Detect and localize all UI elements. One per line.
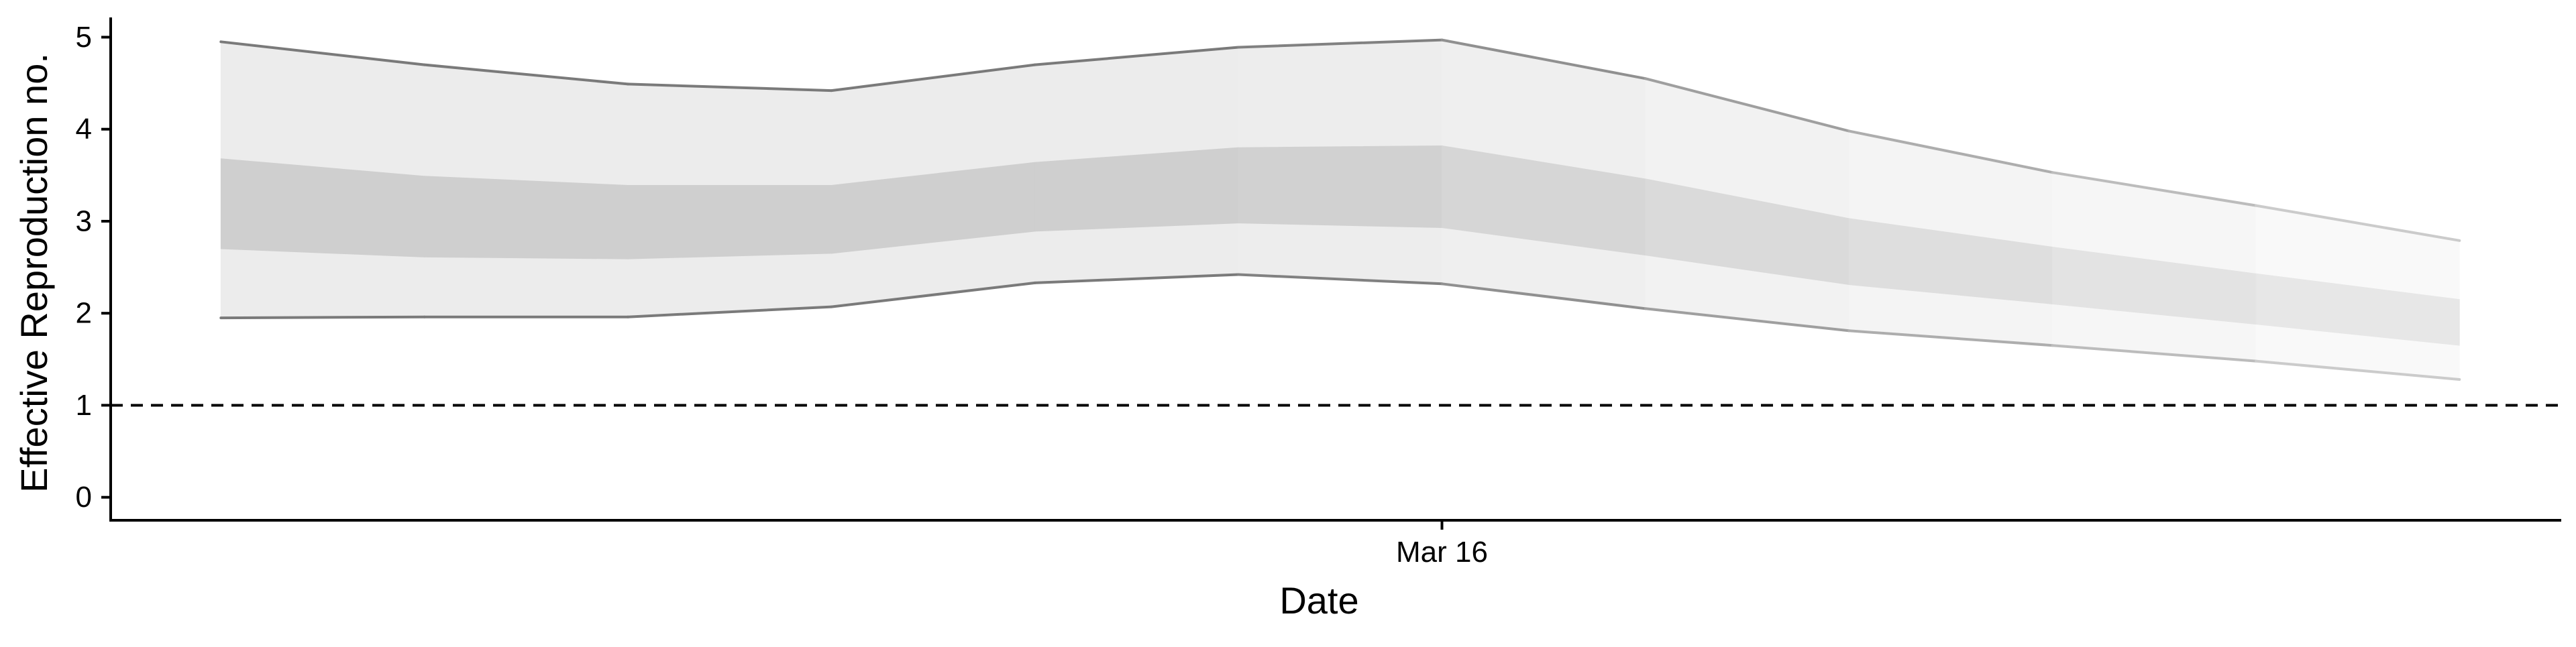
outer-lower-bound-line (1440, 282, 1647, 310)
outer-upper-bound-line (1847, 129, 2054, 174)
outer-upper-bound-line (830, 63, 1036, 93)
outer-upper-bound-line (2255, 204, 2461, 242)
inner-band-segment (220, 158, 425, 257)
outer-upper-bound-line (2051, 171, 2257, 207)
x-axis-title: Date (1279, 579, 1358, 622)
outer-upper-bound-line (423, 63, 629, 86)
outer-lower-bound-line (1237, 273, 1444, 286)
y-tick-label: 2 (76, 297, 92, 330)
outer-lower-bound-line (1847, 329, 2054, 347)
inner-band-segment (424, 176, 629, 259)
outer-lower-bound-line (830, 281, 1036, 308)
band-outlines (219, 38, 2461, 381)
x-axis: Mar 16 (109, 519, 2561, 569)
outer-lower-bound-line (219, 315, 426, 320)
outer-upper-bound-line (627, 82, 833, 93)
inner-band-segment (1034, 147, 1239, 232)
outer-upper-bound-line (1644, 77, 1851, 133)
inner-band-segment (1238, 145, 1442, 229)
y-tick-label: 3 (76, 204, 92, 237)
x-tick-label: Mar 16 (1396, 536, 1488, 569)
inner-band-segment (2255, 273, 2460, 346)
inner-band-segment (627, 184, 832, 259)
outer-lower-bound-line (1644, 307, 1851, 333)
confidence-bands (220, 40, 2460, 380)
outer-lower-bound-line (2255, 359, 2461, 381)
outer-lower-bound-line (2051, 344, 2257, 363)
y-tick-label: 5 (76, 21, 92, 54)
outer-upper-bound-line (1440, 38, 1647, 80)
y-tick-label: 0 (76, 481, 92, 514)
outer-upper-bound-line (219, 40, 426, 66)
outer-lower-bound-line (1033, 273, 1240, 284)
outer-upper-bound-line (1237, 38, 1444, 49)
outer-upper-bound-line (1033, 46, 1240, 66)
outer-lower-bound-line (627, 305, 833, 318)
y-tick-label: 1 (76, 389, 92, 422)
y-axis: 0 1 2 3 4 5 (76, 17, 112, 522)
y-tick-label: 4 (76, 113, 92, 145)
y-axis-title: Effective Reproduction no. (13, 53, 55, 493)
